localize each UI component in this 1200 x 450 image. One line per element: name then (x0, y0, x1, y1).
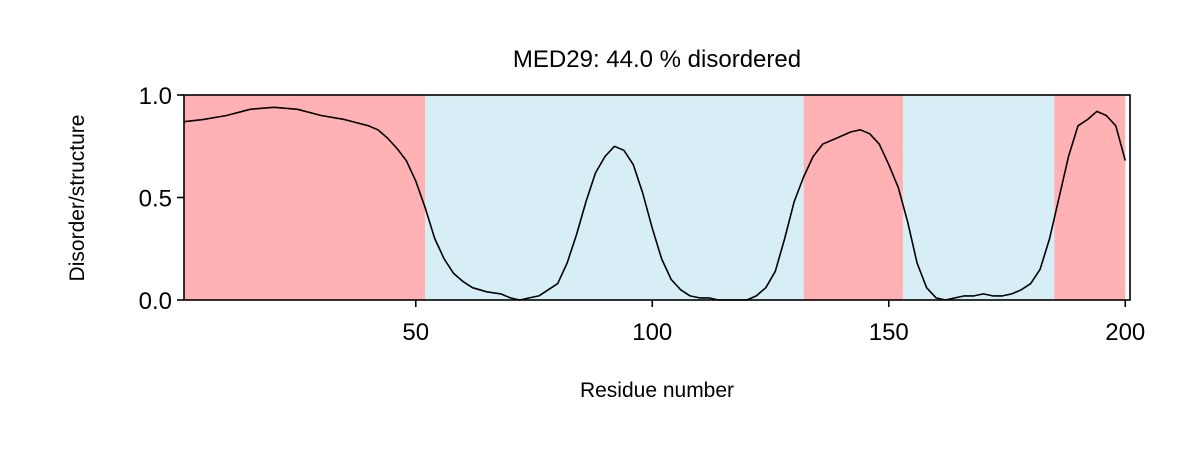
y-tick-label-1: 1.0 (139, 83, 172, 110)
x-tick-label-100: 100 (632, 319, 672, 346)
plot-frame (183, 94, 1131, 301)
chart-title: MED29: 44.0 % disordered (513, 46, 801, 73)
region-bands (184, 95, 1126, 300)
disorder-line (183, 106, 1127, 301)
axis-ticks: 50 100 150 200 0.0 0.5 1.0 (139, 83, 1146, 346)
y-tick-label-0.5: 0.5 (139, 186, 172, 213)
region-disordered-1 (184, 95, 426, 300)
x-tick-label-200: 200 (1105, 319, 1145, 346)
region-disordered-5 (1054, 95, 1126, 300)
x-axis-label: Residue number (580, 379, 734, 402)
y-tick-label-0: 0.0 (139, 288, 172, 315)
line-layer (183, 106, 1127, 301)
region-structured-2 (425, 95, 804, 300)
region-structured-4 (902, 95, 1055, 300)
x-tick-label-150: 150 (869, 319, 909, 346)
y-axis-label: Disorder/structure (66, 115, 89, 282)
region-disordered-3 (803, 95, 903, 300)
x-tick-label-50: 50 (402, 319, 429, 346)
